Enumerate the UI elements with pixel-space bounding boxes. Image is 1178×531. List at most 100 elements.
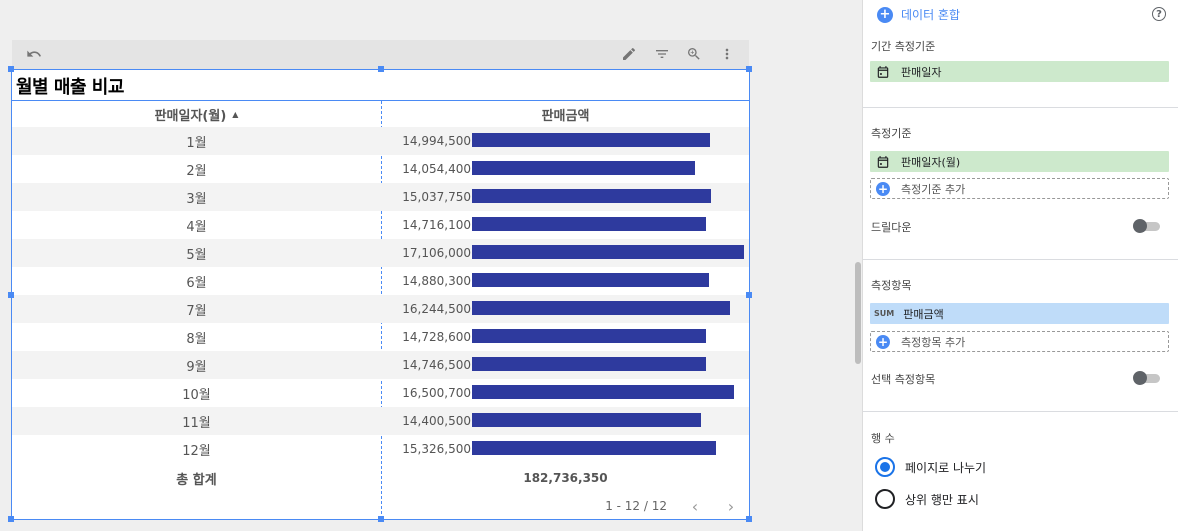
amount-bar — [472, 133, 710, 147]
resize-handle-tc[interactable] — [378, 66, 384, 72]
table-row[interactable]: 6월 14,880,300 — [12, 267, 749, 295]
top-rows-label: 상위 행만 표시 — [905, 492, 979, 507]
toggle-knob — [1133, 371, 1147, 385]
rows-label: 행 수 — [871, 432, 895, 445]
date-range-dimension-value: 판매일자 — [901, 65, 942, 79]
panel-scrollbar[interactable] — [855, 262, 861, 364]
table-row[interactable]: 7월 16,244,500 — [12, 295, 749, 323]
prev-page-icon[interactable]: ‹ — [691, 496, 699, 516]
month-cell: 3월 — [186, 191, 207, 207]
table-row[interactable]: 2월 14,054,400 — [12, 155, 749, 183]
metric-label: 측정항목 — [871, 279, 912, 292]
add-circle-icon: + — [877, 6, 893, 23]
table-row[interactable]: 3월 15,037,750 — [12, 183, 749, 211]
table-row[interactable]: 8월 14,728,600 — [12, 323, 749, 351]
column-header-amount-label: 판매금액 — [541, 108, 590, 124]
drilldown-toggle[interactable] — [1133, 219, 1161, 233]
resize-handle-mr[interactable] — [746, 292, 752, 298]
next-page-icon[interactable]: › — [727, 496, 735, 516]
resize-handle-tl[interactable] — [8, 66, 14, 72]
add-dimension-button[interactable]: + 측정기준 추가 — [870, 178, 1169, 199]
table-row[interactable]: 9월 14,746,500 — [12, 351, 749, 379]
more-vert-icon[interactable] — [718, 45, 736, 63]
amount-bar — [472, 245, 744, 259]
divider — [863, 259, 1178, 260]
resize-handle-ml[interactable] — [8, 292, 14, 298]
optional-metrics-toggle[interactable] — [1133, 371, 1161, 385]
add-metric-label: 측정항목 추가 — [901, 335, 966, 349]
amount-bar — [472, 329, 706, 343]
amount-bar — [472, 357, 706, 371]
amount-label: 14,880,300 — [402, 274, 471, 288]
pagination-text: 1 - 12 / 12 — [605, 499, 667, 513]
help-icon[interactable]: ? — [1152, 7, 1166, 21]
column-header-month[interactable]: 판매일자(월) ▲ — [12, 101, 381, 127]
dimension-chip[interactable]: 판매일자(월) — [870, 151, 1169, 172]
toggle-track — [1136, 374, 1160, 383]
column-header-month-label: 판매일자(월) — [154, 108, 227, 124]
radio-unselected[interactable] — [875, 489, 895, 509]
total-label: 총 합계 — [176, 472, 217, 488]
add-metric-button[interactable]: + 측정항목 추가 — [870, 331, 1169, 352]
date-range-dimension-chip[interactable]: 판매일자 — [870, 61, 1169, 82]
toggle-knob — [1133, 219, 1147, 233]
amount-label: 16,500,700 — [402, 386, 471, 400]
month-cell: 11월 — [182, 415, 211, 431]
month-cell: 5월 — [186, 247, 207, 263]
table-row[interactable]: 12월 15,326,500 — [12, 435, 749, 463]
add-circle-icon: + — [876, 181, 890, 196]
chart-toolbar — [12, 40, 749, 69]
data-blend-button[interactable]: + 데이터 혼합 — [877, 6, 960, 23]
amount-label: 16,244,500 — [402, 302, 471, 316]
month-cell: 7월 — [186, 303, 207, 319]
paginate-option[interactable]: 페이지로 나누기 — [875, 457, 986, 477]
resize-handle-tr[interactable] — [746, 66, 752, 72]
month-cell: 4월 — [186, 219, 207, 235]
table-row[interactable]: 10월 16,500,700 — [12, 379, 749, 407]
drilldown-label: 드릴다운 — [871, 221, 912, 234]
column-header-amount[interactable]: 판매금액 — [382, 101, 749, 127]
zoom-icon[interactable] — [685, 45, 703, 63]
resize-handle-bc[interactable] — [378, 516, 384, 522]
top-rows-option[interactable]: 상위 행만 표시 — [875, 489, 979, 509]
properties-panel: + 데이터 혼합 ? 기간 측정기준 판매일자 측정기준 판매일자(월) + 측… — [862, 0, 1178, 531]
month-cell: 8월 — [186, 331, 207, 347]
amount-bar — [472, 189, 711, 203]
amount-bar — [472, 217, 706, 231]
sort-ascending-icon: ▲ — [232, 109, 239, 119]
month-cell: 2월 — [186, 163, 207, 179]
month-cell: 6월 — [186, 275, 207, 291]
table-row[interactable]: 4월 14,716,100 — [12, 211, 749, 239]
amount-label: 15,037,750 — [402, 190, 471, 204]
table-row[interactable]: 11월 14,400,500 — [12, 407, 749, 435]
data-blend-label: 데이터 혼합 — [901, 8, 961, 22]
amount-bar — [472, 441, 716, 455]
table-row[interactable]: 1월 14,994,500 — [12, 127, 749, 155]
amount-label: 17,106,000 — [402, 246, 471, 260]
resize-handle-br[interactable] — [746, 516, 752, 522]
calendar-icon — [876, 155, 890, 169]
undo-icon[interactable] — [25, 45, 43, 63]
amount-label: 14,994,500 — [402, 134, 471, 148]
amount-bar — [472, 385, 734, 399]
amount-label: 14,728,600 — [402, 330, 471, 344]
amount-label: 14,400,500 — [402, 414, 471, 428]
month-cell: 10월 — [182, 387, 211, 403]
calendar-icon — [876, 65, 890, 79]
metric-chip[interactable]: SUM 판매금액 — [870, 303, 1169, 324]
pencil-icon[interactable] — [620, 45, 638, 63]
divider — [863, 107, 1178, 108]
report-canvas: 월별 매출 비교 판매일자(월) ▲ 판매금액 1월 14,994,500 2월 14… — [8, 40, 861, 522]
radio-selected[interactable] — [875, 457, 895, 477]
date-range-dimension-label: 기간 측정기준 — [871, 40, 936, 53]
month-cell: 12월 — [182, 443, 211, 459]
aggregation-badge[interactable]: SUM — [874, 309, 895, 318]
table-chart[interactable]: 월별 매출 비교 판매일자(월) ▲ 판매금액 1월 14,994,500 2월 14… — [8, 66, 752, 522]
chart-title[interactable]: 월별 매출 비교 — [16, 77, 124, 98]
resize-handle-bl[interactable] — [8, 516, 14, 522]
total-row: 총 합계 182,736,350 — [12, 463, 749, 493]
table-row[interactable]: 5월 17,106,000 — [12, 239, 749, 267]
month-cell: 1월 — [186, 135, 207, 151]
dimension-label: 측정기준 — [871, 127, 912, 140]
filter-icon[interactable] — [653, 45, 671, 63]
